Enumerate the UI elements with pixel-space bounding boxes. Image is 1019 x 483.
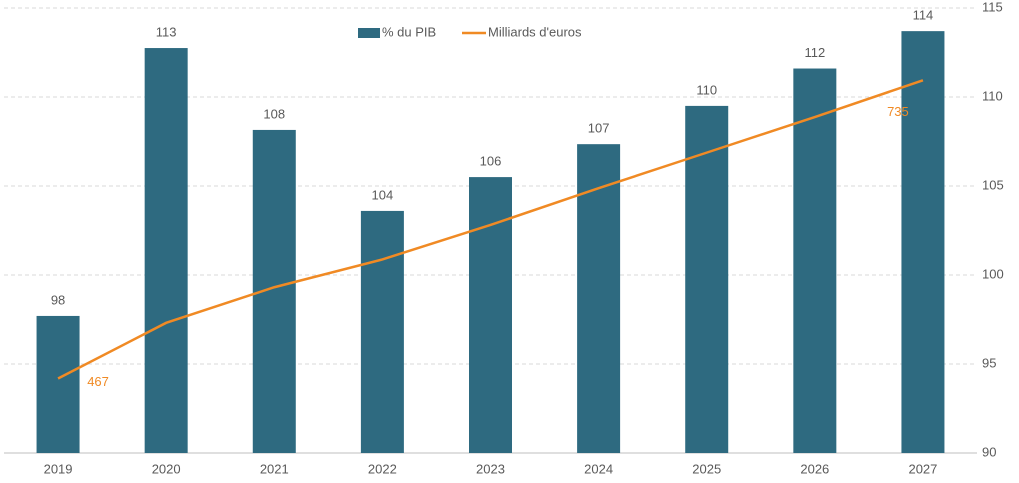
data-label: 107 [588,121,610,136]
y-tick-label: 105 [982,177,1004,192]
data-label: 108 [263,106,285,121]
data-label: 106 [480,154,502,169]
bar [469,177,512,453]
bar [36,315,80,453]
x-tick-label: 2023 [476,461,505,476]
y-tick-label: 115 [982,0,1003,14]
data-label: 104 [372,187,394,202]
legend-swatch [358,28,380,38]
bar [901,31,945,453]
bar [685,105,729,454]
x-tick-label: 2022 [368,461,397,476]
legend-label: % du PIB [382,24,436,39]
y-tick-label: 110 [982,88,1003,103]
data-label: 467 [87,374,109,389]
x-tick-label: 2024 [584,461,613,476]
data-label: 114 [913,8,934,23]
bar [793,68,837,454]
y-tick-label: 100 [982,266,1004,281]
bar [360,210,404,453]
bar [144,48,188,454]
data-label: 110 [696,82,717,97]
data-label: 112 [804,45,825,60]
x-tick-label: 2025 [692,461,721,476]
data-label: 735 [887,104,909,119]
x-tick-label: 2027 [908,461,937,476]
bar [577,144,621,454]
x-tick-label: 2026 [800,461,829,476]
x-tick-label: 2021 [260,461,289,476]
x-tick-label: 2019 [44,461,73,476]
x-tick-label: 2020 [152,461,181,476]
data-label: 113 [156,24,177,39]
data-label: 98 [51,292,65,307]
y-tick-label: 90 [982,444,996,459]
y-tick-label: 95 [982,355,996,370]
legend-label: Milliards d'euros [488,24,582,39]
line [57,79,924,380]
